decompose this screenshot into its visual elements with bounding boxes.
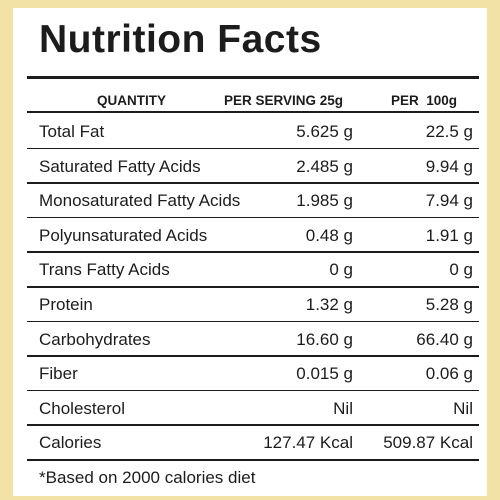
nutrient-name: Carbohydrates — [39, 329, 151, 349]
per-serving-value: 16.60 g — [296, 329, 353, 349]
row-divider — [27, 147, 479, 150]
per-100g-value: Nil — [453, 398, 473, 418]
per-100g-value: 66.40 g — [416, 329, 473, 349]
per-serving-value: 0.48 g — [305, 225, 353, 245]
nutrient-name: Trans Fatty Acids — [39, 260, 170, 280]
row-divider — [27, 286, 479, 288]
nutrient-name: Saturated Fatty Acids — [39, 156, 201, 176]
table-row: Calories 127.47 Kcal 509.87 Kcal — [27, 425, 479, 459]
per-100g-value: 0 g — [449, 260, 473, 280]
table-row: Carbohydrates 16.60 g 66.40 g — [27, 322, 479, 356]
per-serving-value: Nil — [333, 398, 353, 418]
page-title: Nutrition Facts — [39, 18, 322, 61]
table-row: Cholesterol Nil Nil — [27, 391, 479, 425]
per-100g-value: 0.06 g — [425, 364, 473, 384]
table-row: Saturated Fatty Acids 2.485 g 9.94 g — [27, 149, 479, 183]
per-serving-value: 127.47 Kcal — [263, 433, 353, 453]
footnote: *Based on 2000 calories diet — [39, 468, 256, 487]
header-per-serving: PER SERVING 25g — [224, 93, 344, 108]
nutrient-name: Total Fat — [39, 122, 105, 141]
per-100g-value: 7.94 g — [425, 191, 473, 211]
per-100g-value: 9.94 g — [425, 156, 473, 176]
row-divider — [27, 389, 479, 392]
table-row: Total Fat 5.625 g 22.5 g — [27, 114, 479, 148]
row-divider — [27, 251, 479, 253]
header-divider — [27, 111, 479, 113]
row-divider — [27, 182, 479, 184]
nutrient-name: Protein — [39, 295, 93, 314]
per-serving-value: 0.015 g — [296, 364, 353, 384]
per-serving-value: 2.485 g — [296, 156, 353, 176]
per-100g-value: 5.28 g — [425, 295, 473, 314]
nutrient-name: Polyunsaturated Acids — [39, 225, 208, 245]
row-divider — [27, 355, 479, 357]
row-divider — [27, 320, 479, 323]
nutrient-name: Cholesterol — [39, 398, 125, 418]
header-quantity: QUANTITY — [97, 93, 166, 108]
row-divider — [27, 424, 479, 426]
header-per-100g: PER 100g — [391, 93, 458, 108]
table-row: Protein 1.32 g 5.28 g — [27, 287, 479, 321]
row-divider — [27, 216, 479, 219]
per-serving-value: 5.625 g — [296, 122, 353, 141]
per-100g-value: 509.87 Kcal — [383, 433, 473, 453]
nutrition-label: Nutrition Facts QUANTITY PER SERVING 25g… — [13, 8, 487, 496]
table-row: Polyunsaturated Acids 0.48 g 1.91 g — [27, 218, 479, 252]
row-divider — [27, 459, 479, 461]
per-serving-value: 1.985 g — [296, 191, 353, 211]
title-divider — [27, 76, 479, 79]
per-serving-value: 0 g — [329, 260, 353, 280]
table-row: Trans Fatty Acids 0 g 0 g — [27, 252, 479, 286]
nutrient-name: Calories — [39, 433, 102, 453]
nutrient-name: Fiber — [39, 364, 78, 384]
per-serving-value: 1.32 g — [305, 295, 353, 314]
per-100g-value: 22.5 g — [425, 122, 473, 141]
nutrient-name: Monosaturated Fatty Acids — [39, 191, 241, 211]
table-row: Fiber 0.015 g 0.06 g — [27, 356, 479, 390]
table-row: Monosaturated Fatty Acids 1.985 g 7.94 g — [27, 183, 479, 217]
per-100g-value: 1.91 g — [425, 225, 473, 245]
